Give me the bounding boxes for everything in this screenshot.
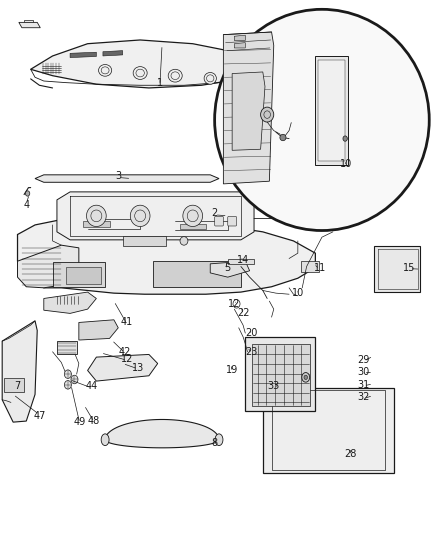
Polygon shape: [234, 35, 245, 41]
Ellipse shape: [302, 373, 310, 382]
Ellipse shape: [304, 375, 307, 379]
Ellipse shape: [215, 9, 429, 231]
Ellipse shape: [230, 53, 239, 62]
Polygon shape: [105, 419, 219, 448]
Polygon shape: [79, 320, 118, 340]
Text: 44: 44: [86, 382, 98, 391]
Text: 47: 47: [33, 411, 46, 421]
Text: 11: 11: [314, 263, 326, 272]
Polygon shape: [18, 245, 79, 288]
Text: 33: 33: [268, 382, 280, 391]
Polygon shape: [44, 292, 96, 313]
Ellipse shape: [86, 205, 106, 227]
Text: 29: 29: [357, 355, 370, 365]
Polygon shape: [223, 32, 274, 184]
Ellipse shape: [343, 136, 347, 141]
Polygon shape: [18, 219, 315, 294]
Text: 23: 23: [246, 347, 258, 357]
Polygon shape: [245, 337, 315, 411]
Ellipse shape: [131, 205, 150, 227]
Ellipse shape: [183, 205, 202, 227]
FancyBboxPatch shape: [228, 216, 237, 226]
Text: 48: 48: [88, 416, 100, 426]
Polygon shape: [228, 259, 254, 264]
Polygon shape: [234, 43, 245, 48]
Polygon shape: [232, 72, 265, 150]
Text: 30: 30: [357, 367, 370, 377]
Ellipse shape: [99, 64, 112, 76]
Text: 2: 2: [212, 208, 218, 218]
Polygon shape: [103, 51, 123, 56]
Text: 10: 10: [340, 159, 352, 168]
Ellipse shape: [101, 434, 109, 446]
Polygon shape: [57, 341, 77, 354]
Polygon shape: [88, 354, 158, 381]
Text: 12: 12: [228, 299, 240, 309]
Text: 7: 7: [14, 382, 21, 391]
FancyBboxPatch shape: [215, 216, 223, 226]
Ellipse shape: [280, 134, 286, 141]
Ellipse shape: [64, 370, 71, 378]
Polygon shape: [19, 22, 40, 28]
Polygon shape: [24, 20, 33, 22]
Text: 14: 14: [237, 255, 249, 264]
Polygon shape: [301, 261, 319, 272]
Polygon shape: [153, 261, 241, 287]
Polygon shape: [123, 236, 166, 246]
Polygon shape: [4, 378, 24, 392]
Polygon shape: [53, 262, 105, 287]
Ellipse shape: [133, 67, 147, 79]
Ellipse shape: [25, 191, 30, 196]
Text: 13: 13: [132, 363, 144, 373]
Text: 28: 28: [344, 449, 357, 459]
Ellipse shape: [215, 434, 223, 446]
Polygon shape: [83, 221, 110, 227]
Polygon shape: [31, 40, 254, 88]
Polygon shape: [66, 266, 101, 284]
Polygon shape: [318, 60, 345, 161]
Polygon shape: [57, 192, 254, 240]
Text: 49: 49: [74, 417, 86, 427]
Text: 19: 19: [226, 366, 238, 375]
Text: 12: 12: [121, 354, 133, 364]
Polygon shape: [2, 321, 37, 422]
Text: 31: 31: [357, 380, 370, 390]
Ellipse shape: [261, 107, 274, 122]
Text: 5: 5: [225, 263, 231, 272]
Polygon shape: [263, 388, 394, 473]
Text: 42: 42: [119, 347, 131, 357]
Text: 32: 32: [357, 392, 370, 402]
Polygon shape: [180, 224, 206, 229]
Text: 8: 8: [212, 439, 218, 448]
Polygon shape: [210, 261, 250, 277]
Text: 3: 3: [115, 171, 121, 181]
Ellipse shape: [64, 381, 71, 389]
Polygon shape: [374, 246, 420, 292]
Ellipse shape: [204, 72, 216, 84]
Text: 10: 10: [292, 288, 304, 298]
Polygon shape: [315, 56, 348, 165]
Text: 22: 22: [237, 308, 249, 318]
Polygon shape: [35, 175, 219, 182]
Polygon shape: [70, 52, 96, 58]
Ellipse shape: [168, 69, 182, 82]
Text: 4: 4: [23, 200, 29, 210]
Text: 41: 41: [121, 318, 133, 327]
Ellipse shape: [71, 375, 78, 384]
Text: 1: 1: [157, 78, 163, 87]
Ellipse shape: [180, 237, 188, 245]
Text: 20: 20: [246, 328, 258, 338]
Polygon shape: [252, 344, 310, 406]
Text: 15: 15: [403, 263, 416, 272]
